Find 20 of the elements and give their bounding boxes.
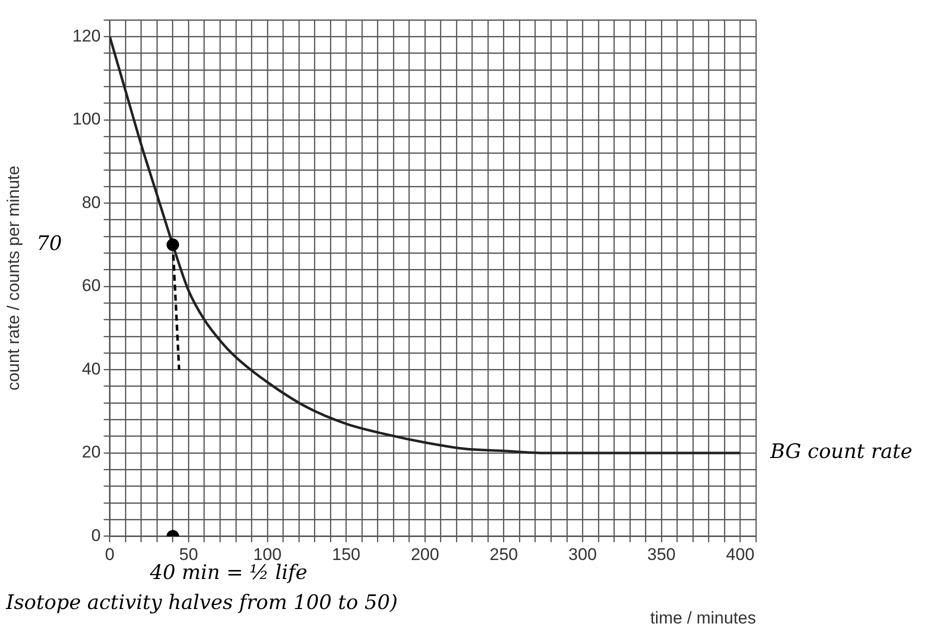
y-tick-label: 100 <box>72 110 101 129</box>
y-tick-label: 80 <box>82 192 101 212</box>
line-series <box>110 35 742 454</box>
x-axis-title: time / minutes <box>650 608 756 628</box>
x-tick-label: 400 <box>726 545 754 564</box>
y-tick-label: 120 <box>72 26 101 46</box>
text: Isotope activity halves from 100 to 50) <box>5 590 398 614</box>
text: 70 <box>36 231 62 255</box>
x-tick-label: 300 <box>568 545 597 564</box>
y-tick-label: 20 <box>82 442 101 462</box>
x-tick-label: 350 <box>647 545 676 564</box>
x-tick-label: 0 <box>105 545 114 564</box>
annotation: BG count rate <box>769 439 912 464</box>
y-tick-label: 0 <box>91 526 101 545</box>
x-tick-label: 250 <box>490 545 518 564</box>
y-tick-label: 40 <box>82 359 101 378</box>
y-tick-label: 60 <box>82 276 101 296</box>
y-axis-title: count rate / counts per minute <box>4 166 23 391</box>
x-tick-label: 150 <box>332 545 360 564</box>
x-tick-label: 200 <box>410 545 440 564</box>
